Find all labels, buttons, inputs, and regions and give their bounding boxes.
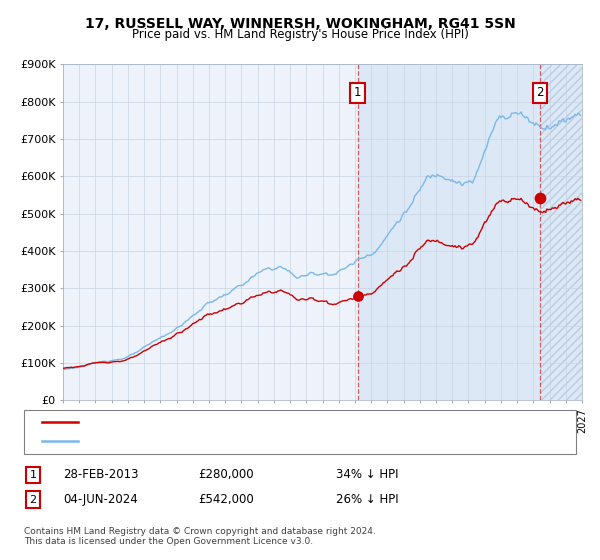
Text: 2: 2 — [29, 494, 37, 505]
Point — [535, 194, 545, 203]
Bar — [540, 64, 582, 400]
Text: £280,000: £280,000 — [198, 468, 254, 482]
Text: 1: 1 — [354, 86, 361, 100]
Text: Contains HM Land Registry data © Crown copyright and database right 2024.
This d: Contains HM Land Registry data © Crown c… — [24, 527, 376, 546]
Text: 17, RUSSELL WAY, WINNERSH, WOKINGHAM, RG41 5SN (detached house): 17, RUSSELL WAY, WINNERSH, WOKINGHAM, RG… — [87, 417, 470, 427]
Text: HPI: Average price, detached house, Wokingham: HPI: Average price, detached house, Woki… — [87, 436, 341, 446]
Text: 28-FEB-2013: 28-FEB-2013 — [63, 468, 139, 482]
Text: 34% ↓ HPI: 34% ↓ HPI — [336, 468, 398, 482]
Text: 17, RUSSELL WAY, WINNERSH, WOKINGHAM, RG41 5SN: 17, RUSSELL WAY, WINNERSH, WOKINGHAM, RG… — [85, 17, 515, 31]
Text: 2: 2 — [536, 86, 544, 100]
Text: 04-JUN-2024: 04-JUN-2024 — [63, 493, 138, 506]
Text: 1: 1 — [29, 470, 37, 480]
Text: £542,000: £542,000 — [198, 493, 254, 506]
Text: 26% ↓ HPI: 26% ↓ HPI — [336, 493, 398, 506]
Text: Price paid vs. HM Land Registry's House Price Index (HPI): Price paid vs. HM Land Registry's House … — [131, 28, 469, 41]
Bar — [358, 64, 582, 400]
Point — [353, 291, 362, 300]
